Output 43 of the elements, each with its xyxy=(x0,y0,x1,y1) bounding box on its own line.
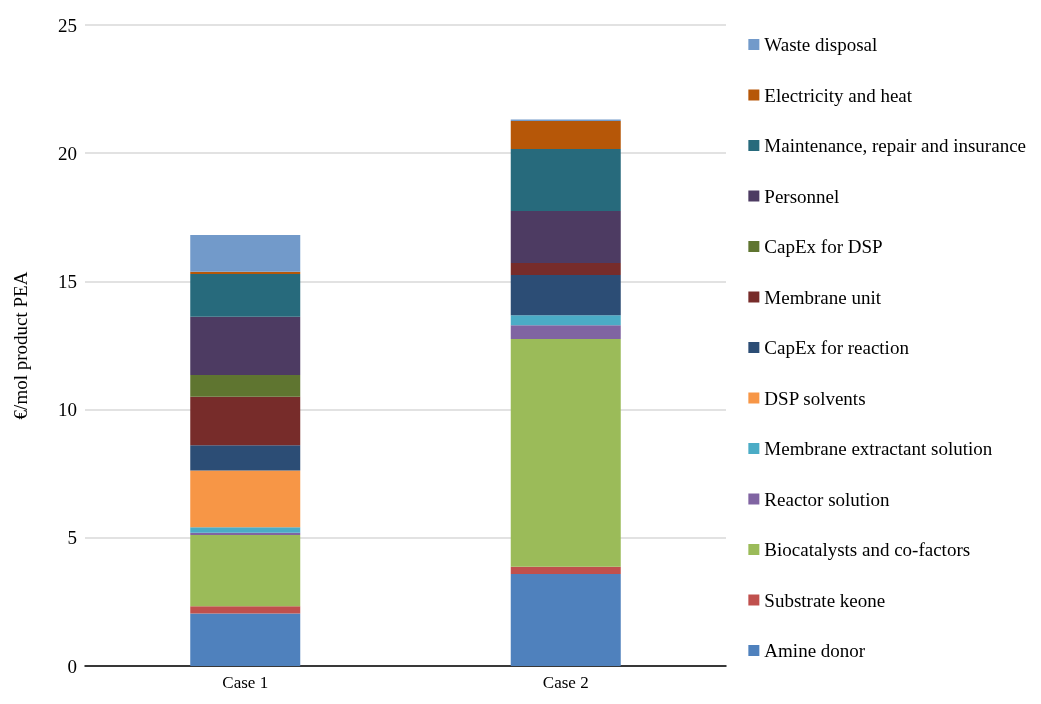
legend-label: CapEx for reaction xyxy=(764,337,910,358)
bar xyxy=(510,149,621,211)
bar xyxy=(190,374,301,397)
bar xyxy=(510,339,621,567)
legend-label: Membrane unit xyxy=(764,286,882,308)
bar xyxy=(510,262,621,275)
legend-label: DSP solvents xyxy=(764,387,866,409)
bar xyxy=(510,210,621,263)
bar xyxy=(190,316,301,375)
bar xyxy=(190,613,301,666)
y-axis-title: €/mol product PEA xyxy=(10,271,31,420)
bar xyxy=(190,445,301,471)
legend-label: CapEx for DSP xyxy=(764,236,883,257)
y-tick-label: 20 xyxy=(58,142,77,164)
bar xyxy=(510,325,621,340)
legend-label: Personnel xyxy=(764,185,840,207)
x-tick-label: Case 1 xyxy=(222,673,269,692)
legend-label: Biocatalysts and co-factors xyxy=(764,539,971,560)
legend-label: Electricity and heat xyxy=(764,84,913,106)
legend-label: Waste disposal xyxy=(764,34,878,55)
legend-label: Substrate keone xyxy=(764,589,886,611)
y-tick-label: 15 xyxy=(58,270,77,292)
y-tick-label: 5 xyxy=(67,527,77,549)
bar xyxy=(190,606,301,614)
legend-label: Membrane extractant solution xyxy=(764,438,993,459)
y-tick-label: 25 xyxy=(58,14,77,36)
legend-label: Maintenance, repair and insurance xyxy=(764,135,1027,156)
y-tick-label: 10 xyxy=(58,399,77,421)
legend-label: Reactor solution xyxy=(764,488,890,510)
bar xyxy=(510,566,621,574)
bar xyxy=(190,534,301,607)
bar xyxy=(190,527,301,533)
bar xyxy=(510,573,621,666)
legend-label: Amine donor xyxy=(764,640,866,661)
x-tick-label: Case 2 xyxy=(542,673,589,692)
bar xyxy=(510,274,621,316)
y-tick-label: 0 xyxy=(67,655,77,677)
bar xyxy=(510,315,621,326)
bar xyxy=(510,120,621,150)
bar xyxy=(190,234,301,272)
bar xyxy=(190,273,301,317)
bar xyxy=(190,396,301,446)
bar xyxy=(190,470,301,528)
